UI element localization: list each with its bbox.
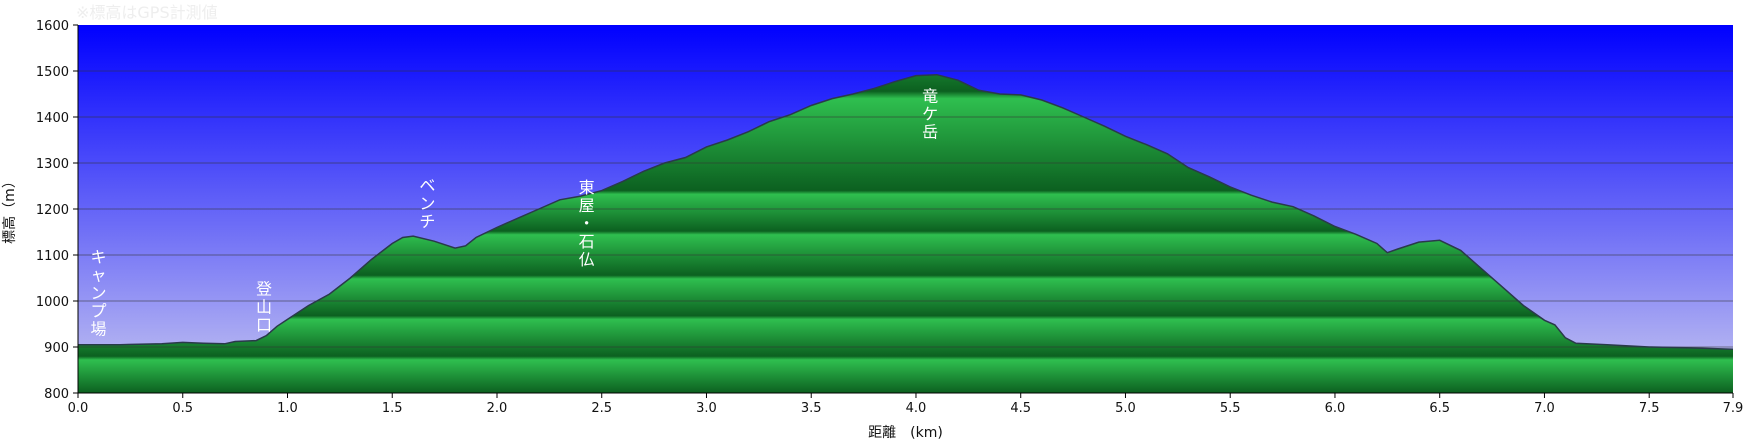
y-tick-label: 1300 xyxy=(36,157,69,172)
x-tick-label: 5.0 xyxy=(1115,401,1136,416)
axes xyxy=(73,24,1734,398)
elevation-line xyxy=(78,73,1734,351)
x-tick-label: 6.0 xyxy=(1325,401,1346,416)
elevation-area xyxy=(78,74,1733,393)
y-tick-label: 1100 xyxy=(36,249,69,264)
annotation-label: 東屋・石仏 xyxy=(579,178,595,269)
x-tick-label: 2.0 xyxy=(487,401,508,416)
x-tick-label: 0.5 xyxy=(172,401,193,416)
y-tick-labels: 800 900 1000 1100 1200 1300 1400 1500 1600 xyxy=(36,19,69,402)
x-tick-label: 0.0 xyxy=(68,401,89,416)
y-axis-title: 標高（m） xyxy=(1,174,18,244)
x-tick-label: 3.0 xyxy=(696,401,717,416)
x-tick-label: 7.9 xyxy=(1723,401,1744,416)
y-tick-label: 1400 xyxy=(36,111,69,126)
x-tick-label: 7.5 xyxy=(1639,401,1660,416)
x-tick-label: 1.5 xyxy=(382,401,403,416)
y-tick-label: 1200 xyxy=(36,203,69,218)
x-tick-label: 6.5 xyxy=(1429,401,1450,416)
annotations: キャンプ場 登山口 ベンチ 東屋・石仏 竜ケ岳 xyxy=(90,86,938,338)
y-tick-label: 800 xyxy=(44,387,69,402)
x-tick-label: 3.5 xyxy=(801,401,822,416)
annotation-label: キャンプ場 xyxy=(90,248,106,339)
x-tick-label: 4.0 xyxy=(906,401,927,416)
y-tick-label: 1600 xyxy=(36,19,69,34)
x-axis-title: 距離 (km) xyxy=(868,424,943,441)
x-tick-labels: 0.0 0.5 1.0 1.5 2.0 2.5 3.0 3.5 4.0 4.5 5.0 5.5 6.0 6… xyxy=(68,401,1744,416)
x-tick-label: 4.5 xyxy=(1010,401,1031,416)
y-tick-label: 900 xyxy=(44,341,69,356)
measurement-note: ※標高はGPS計測値 xyxy=(76,3,218,22)
gridlines xyxy=(78,70,1733,348)
x-tick-label: 5.5 xyxy=(1220,401,1241,416)
x-tick-label: 2.5 xyxy=(591,401,612,416)
x-tick-label: 1.0 xyxy=(277,401,298,416)
annotation-label: 竜ケ岳 xyxy=(922,86,938,141)
annotation-label: 登山口 xyxy=(256,280,272,335)
x-tick-label: 7.0 xyxy=(1534,401,1555,416)
y-tick-label: 1500 xyxy=(36,65,69,80)
annotation-label: ベンチ xyxy=(419,176,435,231)
y-tick-label: 1000 xyxy=(36,295,69,310)
